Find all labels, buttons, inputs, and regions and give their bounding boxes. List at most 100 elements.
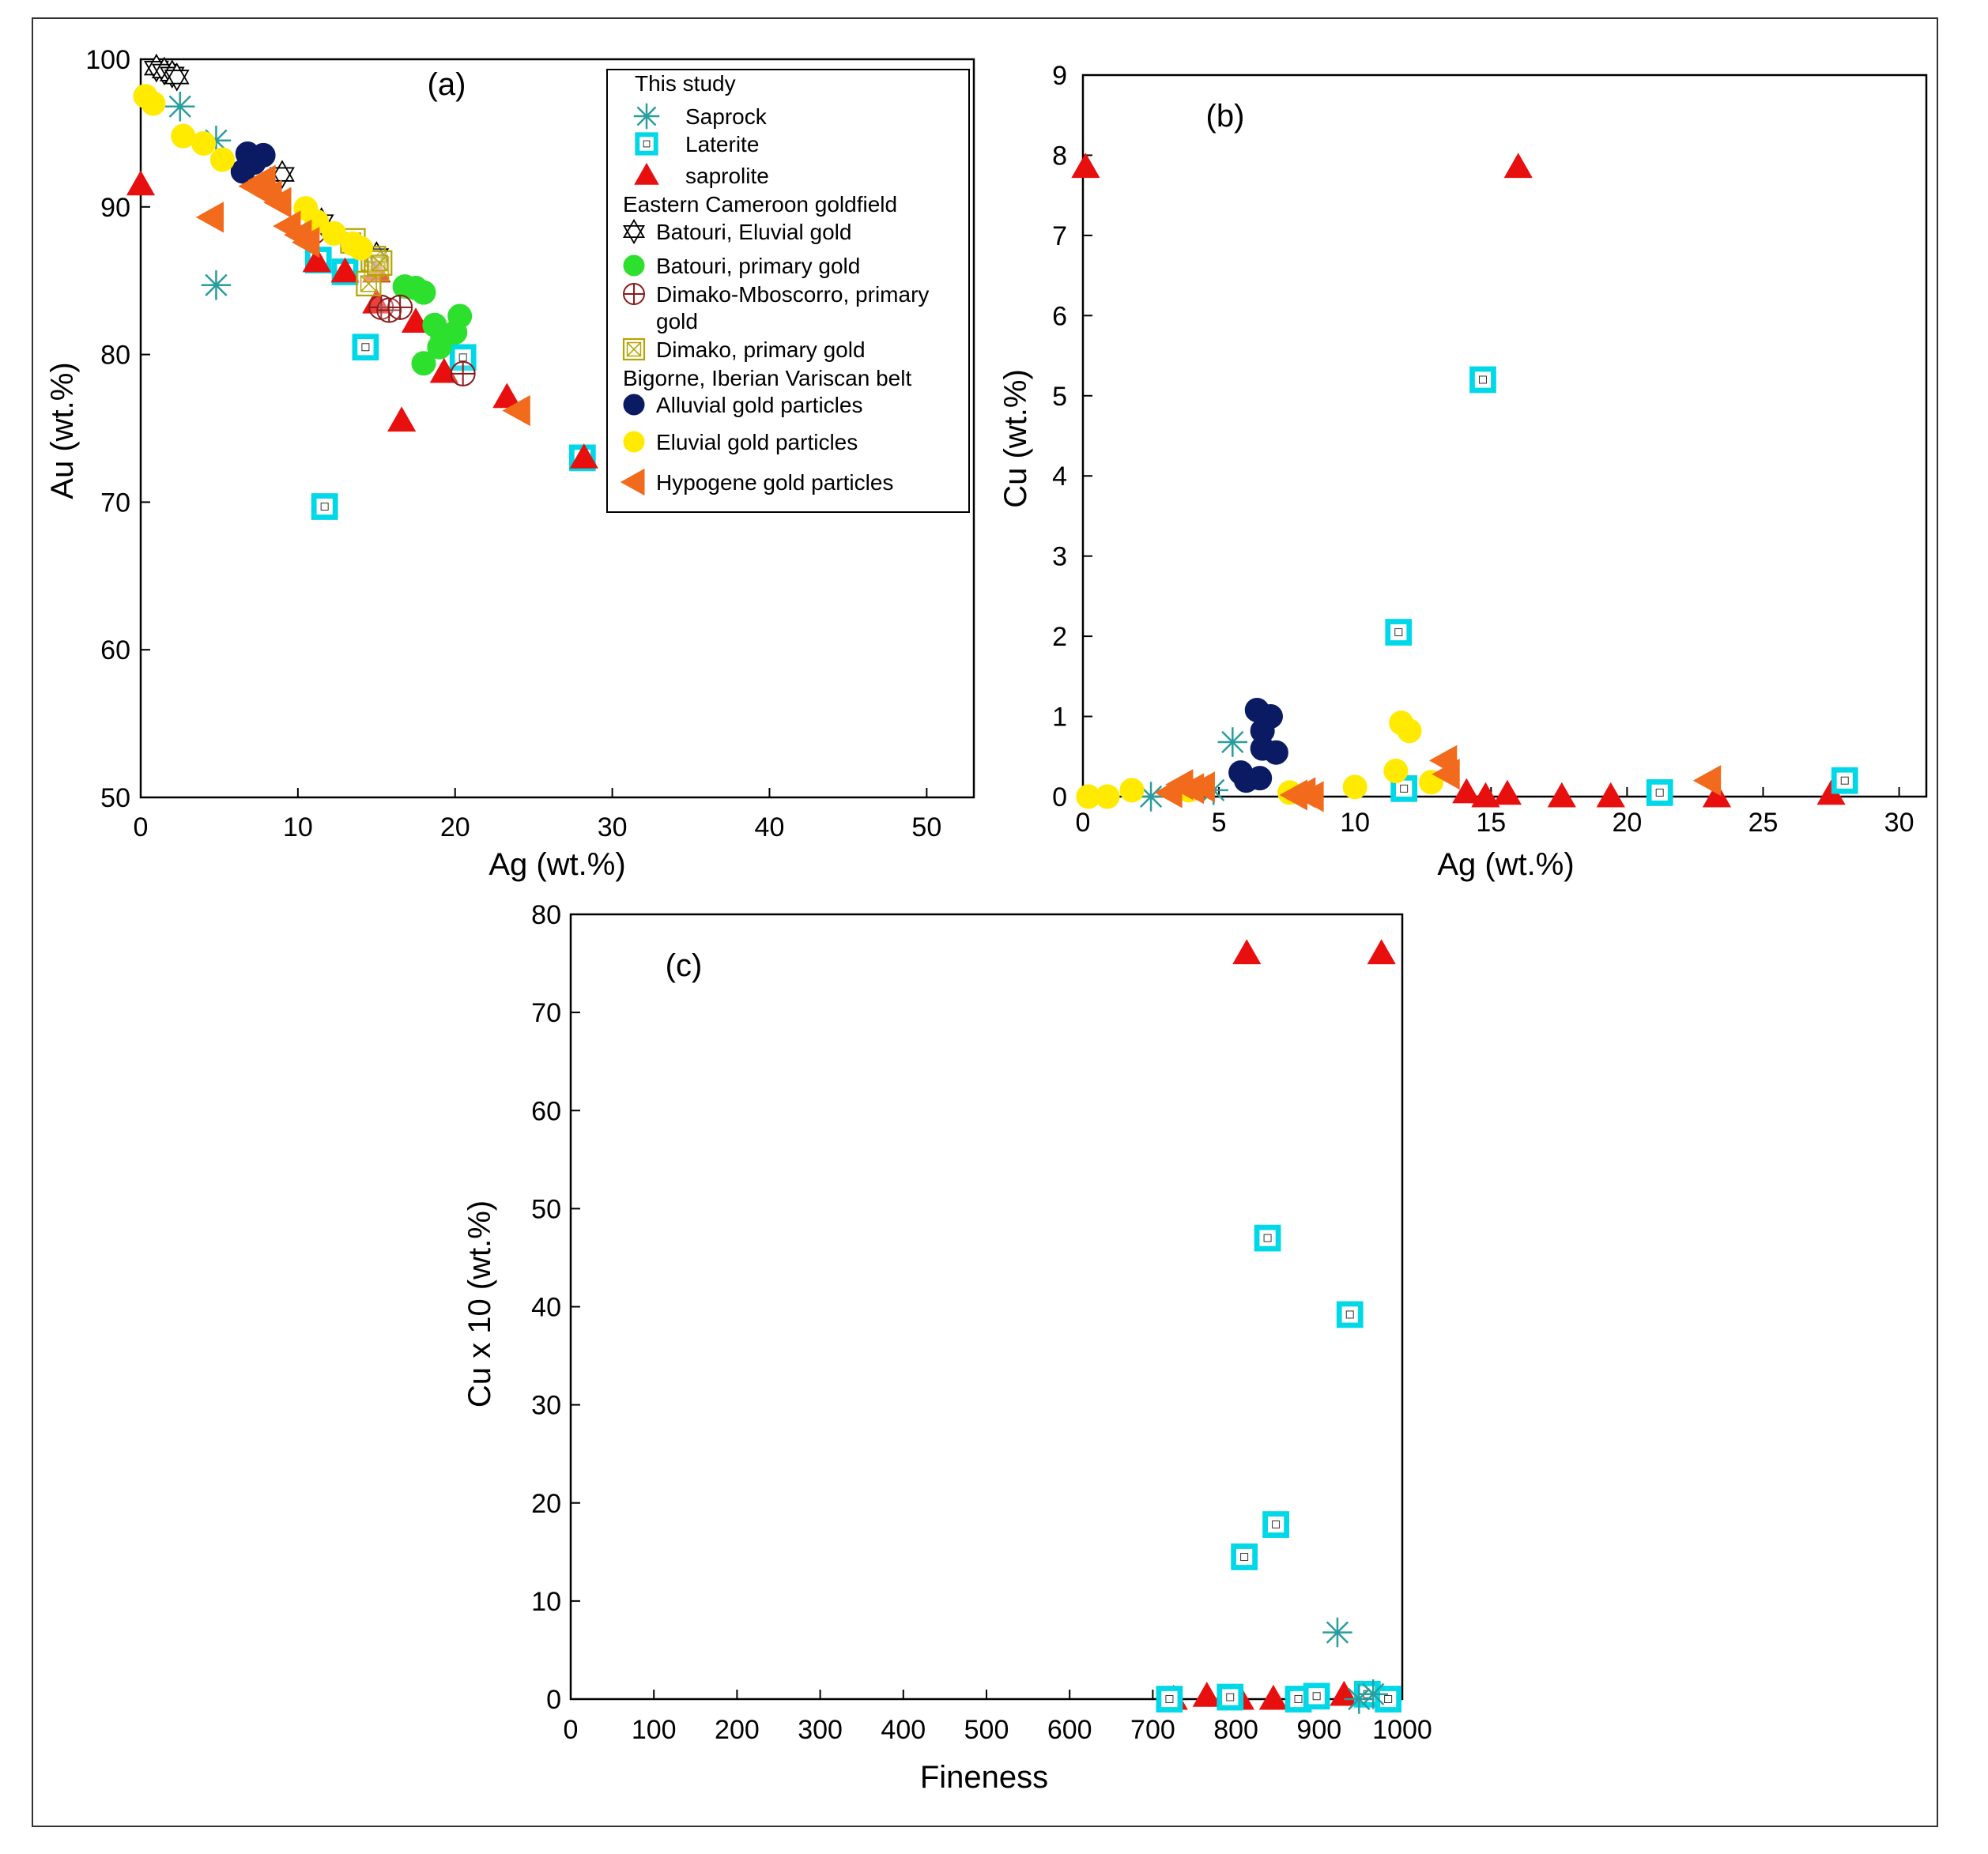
y-tick-label: 80 (531, 900, 561, 930)
x-axis-title: Ag (wt.%) (1437, 847, 1574, 882)
panel-c: 0 100 200 300 400 500 600 700 800 900 1000 0 10 20 30 4… (462, 900, 1432, 1795)
panel-b: 0 5 10 15 20 25 30 0 1 2 3 4 5 6 7 8 9 Ag (wt.%) Cu (wt.%)… (998, 61, 1928, 882)
y-tick-label: 70 (100, 488, 130, 518)
x-tick-label: 30 (1884, 808, 1914, 838)
data-point-saprolite (1232, 939, 1262, 965)
y-tick-label: 9 (1052, 61, 1067, 91)
data-point-saprock (1358, 1679, 1388, 1709)
y-tick-label: 70 (531, 998, 561, 1028)
y-tick-label: 50 (100, 783, 130, 813)
series-hypogene (1154, 744, 1722, 812)
data-point-saprolite (1192, 1682, 1221, 1707)
data-point-saprolite (1503, 153, 1533, 179)
x-tick-label: 0 (564, 1715, 579, 1745)
panel-label: (c) (666, 948, 703, 983)
legend-label-batouri_primary: Batouri, primary gold (656, 254, 860, 278)
legend-marker-dimako_primary (622, 337, 646, 361)
data-point-eluvial (209, 147, 235, 172)
y-tick-label: 60 (100, 635, 130, 665)
legend-label-alluvial: Alluvial gold particles (656, 393, 862, 417)
series-alluvial (230, 141, 276, 184)
data-point-saprock (1322, 1617, 1352, 1648)
data-point-laterite (1262, 1511, 1289, 1538)
y-tick-label: 10 (531, 1587, 561, 1617)
legend-marker-eluvial (623, 431, 645, 453)
legend-label-hypogene: Hypogene gold particles (656, 470, 893, 495)
x-axis-title: Fineness (920, 1760, 1048, 1795)
data-point-batouri_primary (411, 351, 436, 376)
data-point-hypogene (502, 394, 530, 427)
data-point-saprock (201, 270, 232, 300)
x-tick-label: 300 (798, 1715, 843, 1745)
data-point-saprolite (1702, 782, 1732, 808)
legend-label-batouri_eluvial: Batouri, Eluvial gold (656, 220, 851, 244)
data-point-saprolite (569, 443, 598, 469)
y-tick-label: 40 (531, 1293, 561, 1323)
data-point-eluvial (322, 220, 347, 246)
y-tick-label: 1 (1052, 703, 1067, 733)
x-tick-label: 10 (283, 812, 313, 842)
data-point-hypogene (1186, 771, 1215, 803)
legend-header: Eastern Cameroon goldfield (623, 192, 897, 217)
y-tick-label: 5 (1052, 382, 1067, 412)
data-point-eluvial (141, 91, 166, 116)
series-laterite (1385, 366, 1858, 806)
data-point-laterite (1469, 366, 1496, 394)
data-point-dimako_primary (356, 270, 382, 297)
series-dimako_mboscorro (300, 219, 476, 386)
series-saprolite (1071, 153, 1846, 808)
series-laterite (304, 247, 596, 520)
legend-marker-laterite (635, 132, 658, 156)
data-point-saprolite (387, 406, 417, 432)
data-point-alluvial (235, 141, 260, 167)
y-tick-label: 30 (531, 1391, 561, 1421)
data-point-laterite (1646, 779, 1673, 806)
legend-label-dimako_primary: Dimako, primary gold (656, 337, 866, 362)
data-point-hypogene (263, 187, 292, 218)
legend-header: This study (635, 71, 736, 96)
legend-marker-hypogene (620, 468, 645, 496)
panel-a: 0 10 20 30 40 50 50 60 70 80 90 100 Ag (wt.%) Au (wt.… (45, 45, 975, 882)
y-tick-label: 50 (531, 1194, 561, 1224)
data-point-hypogene (1432, 758, 1460, 790)
data-point-laterite (1231, 1543, 1258, 1570)
data-point-saprock (1217, 727, 1248, 757)
figure-frame (32, 17, 1938, 1827)
series-saprock (164, 92, 232, 300)
data-point-eluvial (1397, 718, 1422, 744)
legend-marker-saprolite (634, 163, 659, 185)
plot-area-c (569, 913, 1404, 1701)
y-tick-label: 3 (1052, 542, 1067, 572)
data-point-laterite (1303, 1683, 1330, 1710)
y-tick-label: 90 (100, 193, 130, 223)
panel-label: (a) (428, 67, 466, 102)
data-point-hypogene (1296, 781, 1324, 812)
legend-header: Bigorne, Iberian Variscan belt (623, 366, 911, 390)
data-point-laterite (1831, 767, 1858, 794)
legend-label-dimako_mboscorro: Dimako-Mboscorro, primary (656, 282, 929, 307)
y-axis-title: Cu x 10 (wt.%) (462, 1200, 497, 1407)
legend-marker-alluvial (623, 394, 645, 416)
data-point-batouri_primary (443, 320, 468, 345)
data-point-laterite (1217, 1683, 1244, 1711)
y-tick-label: 100 (85, 45, 130, 75)
data-point-saprolite (1492, 779, 1522, 805)
legend: This study Saprock Laterite saprolite Easter… (606, 69, 970, 513)
data-point-laterite (1375, 1686, 1401, 1713)
y-axis-title: Cu (wt.%) (998, 369, 1033, 508)
x-tick-label: 1000 (1372, 1715, 1432, 1745)
data-point-laterite (1336, 1301, 1364, 1328)
x-tick-label: 20 (1612, 808, 1642, 838)
data-point-saprolite (1547, 782, 1576, 808)
data-point-batouri_eluvial (164, 62, 190, 92)
y-tick-label: 8 (1052, 141, 1067, 171)
x-tick-label: 5 (1212, 808, 1227, 838)
series-eluvial (133, 84, 373, 261)
plot-area-b (1081, 73, 1928, 798)
x-tick-label: 700 (1130, 1715, 1175, 1745)
data-point-laterite (352, 333, 379, 361)
y-tick-label: 0 (546, 1685, 561, 1715)
x-tick-label: 200 (715, 1715, 760, 1745)
data-point-eluvial (1095, 784, 1120, 809)
